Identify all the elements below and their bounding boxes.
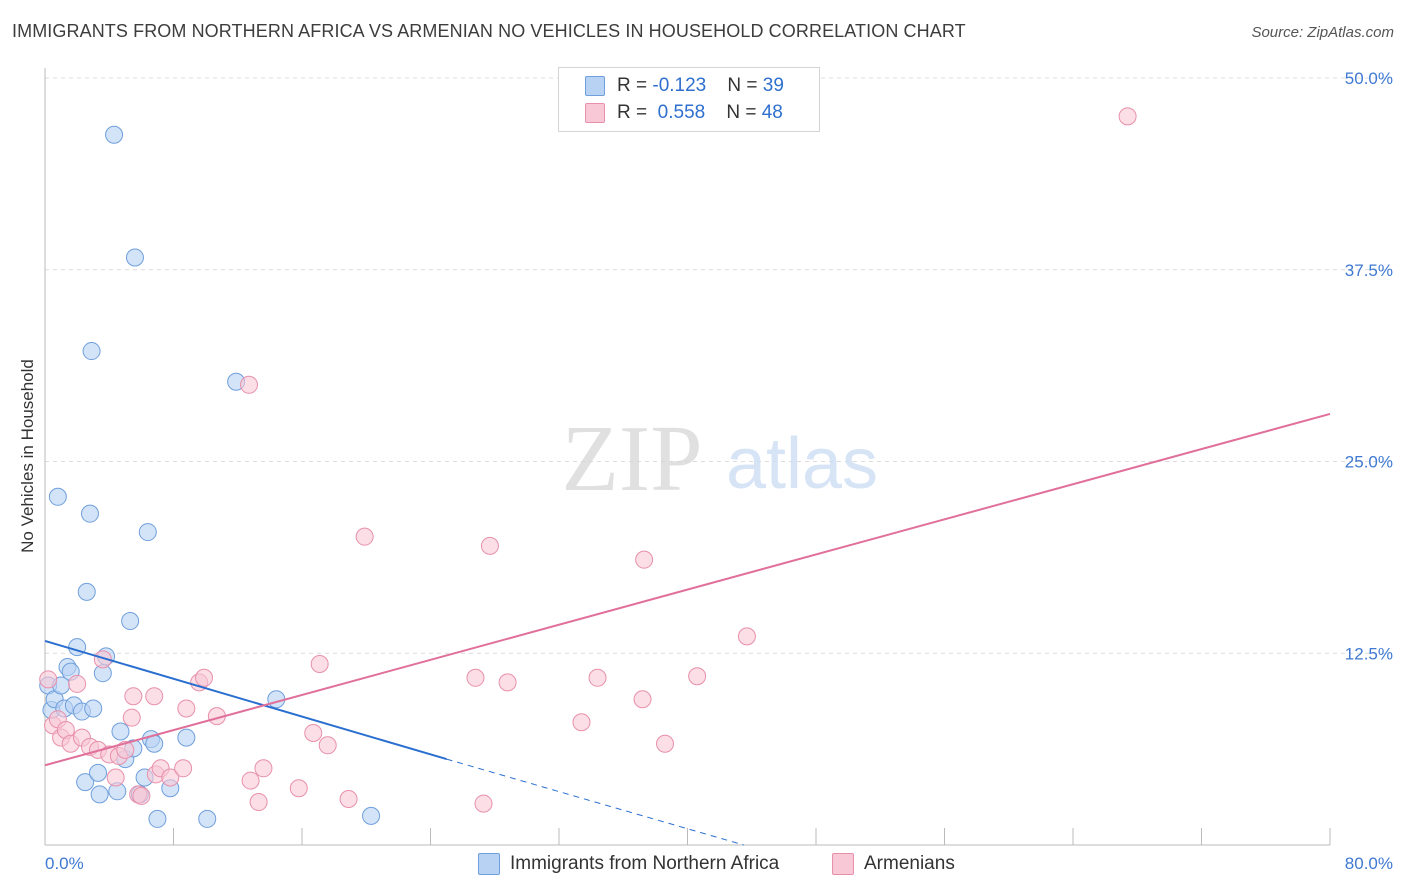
legend-n-label: N = <box>726 102 762 123</box>
point-armenians <box>161 768 180 787</box>
point-armenians <box>93 650 112 669</box>
legend-stats-immigrants: R = -0.123 N = 39 <box>617 75 784 97</box>
trendline-armenians <box>44 412 1331 767</box>
point-immigrants <box>362 806 381 825</box>
legend-r-value: 0.558 <box>657 102 706 123</box>
point-armenians <box>239 375 258 394</box>
y-tick-label: 50.0% <box>1345 69 1393 88</box>
point-immigrants <box>125 248 144 267</box>
point-armenians <box>498 673 517 692</box>
tick-label-layer: 12.5% 25.0% 37.5% 50.0% 0.0% 80.0% <box>45 69 1393 873</box>
points-layer <box>39 107 1137 828</box>
point-immigrants <box>90 785 109 804</box>
point-armenians <box>737 627 756 646</box>
legend-stats-armenians: R = 0.558 N = 48 <box>617 102 783 124</box>
point-armenians <box>1118 107 1137 126</box>
point-armenians <box>195 668 214 687</box>
legend-n-label: N = <box>727 75 763 96</box>
trendline-immigrants <box>44 640 447 761</box>
point-armenians <box>254 759 273 778</box>
source-credit: Source: ZipAtlas.com <box>1251 24 1394 41</box>
point-armenians <box>122 708 141 727</box>
point-armenians <box>68 674 87 693</box>
y-axis-label: No Vehicles in Household <box>18 359 37 553</box>
point-immigrants <box>177 728 196 747</box>
legend-r-label: R = <box>617 75 653 96</box>
point-armenians <box>39 670 58 689</box>
legend-n-value: 39 <box>762 75 784 96</box>
series-swatch-pink <box>832 853 854 875</box>
point-armenians <box>656 734 675 753</box>
point-immigrants <box>80 504 99 523</box>
point-armenians <box>466 668 485 687</box>
y-tick-label: 25.0% <box>1345 453 1393 472</box>
point-immigrants <box>138 523 157 542</box>
point-armenians <box>480 536 499 555</box>
x-tick-label-min: 0.0% <box>45 854 84 873</box>
series-label-immigrants: Immigrants from Northern Africa <box>510 853 780 874</box>
stats-legend: R = -0.123 N = 39 R = 0.558 N = 48 <box>558 67 820 132</box>
y-tick-label: 12.5% <box>1345 644 1393 663</box>
point-armenians <box>124 687 143 706</box>
series-label-armenians: Armenians <box>864 853 955 874</box>
point-armenians <box>106 768 125 787</box>
point-immigrants <box>121 612 140 631</box>
trend-layer <box>44 412 1331 846</box>
point-armenians <box>339 789 358 808</box>
point-armenians <box>688 667 707 686</box>
x-tick-label-max: 80.0% <box>1345 854 1393 873</box>
point-armenians <box>633 690 652 709</box>
point-armenians <box>318 736 337 755</box>
legend-n-value: 48 <box>761 102 783 123</box>
point-armenians <box>249 793 268 812</box>
point-armenians <box>174 759 193 778</box>
y-tick-label: 37.5% <box>1345 261 1393 280</box>
legend-swatch-blue <box>585 76 605 96</box>
legend-r-label: R = <box>617 102 653 123</box>
grid-layer <box>45 77 1392 654</box>
point-immigrants <box>76 773 95 792</box>
point-armenians <box>355 527 374 546</box>
point-immigrants <box>89 763 108 782</box>
point-immigrants <box>82 342 101 361</box>
point-immigrants <box>77 582 96 601</box>
watermark: ZIP atlas <box>562 407 879 511</box>
point-armenians <box>289 779 308 798</box>
point-armenians <box>588 668 607 687</box>
point-armenians <box>116 740 135 759</box>
series-swatch-blue <box>478 853 500 875</box>
point-immigrants <box>148 809 167 828</box>
point-armenians <box>241 771 260 790</box>
legend-r-value: -0.123 <box>652 75 707 96</box>
point-armenians <box>304 724 323 743</box>
point-armenians <box>474 794 493 813</box>
point-immigrants <box>105 125 124 144</box>
legend-swatch-pink <box>585 103 605 123</box>
watermark-atlas: atlas <box>726 424 878 504</box>
point-armenians <box>572 713 591 732</box>
point-immigrants <box>48 487 67 506</box>
point-immigrants <box>198 809 217 828</box>
point-armenians <box>177 699 196 718</box>
point-armenians <box>145 687 164 706</box>
trendline-immigrants-extension <box>446 758 744 846</box>
watermark-zip: ZIP <box>562 407 703 511</box>
point-armenians <box>132 786 151 805</box>
point-armenians <box>635 550 654 569</box>
chart-title: IMMIGRANTS FROM NORTHERN AFRICA VS ARMEN… <box>12 21 966 41</box>
point-armenians <box>310 654 329 673</box>
point-immigrants <box>111 722 130 741</box>
point-immigrants <box>267 690 286 709</box>
point-immigrants <box>84 699 103 718</box>
